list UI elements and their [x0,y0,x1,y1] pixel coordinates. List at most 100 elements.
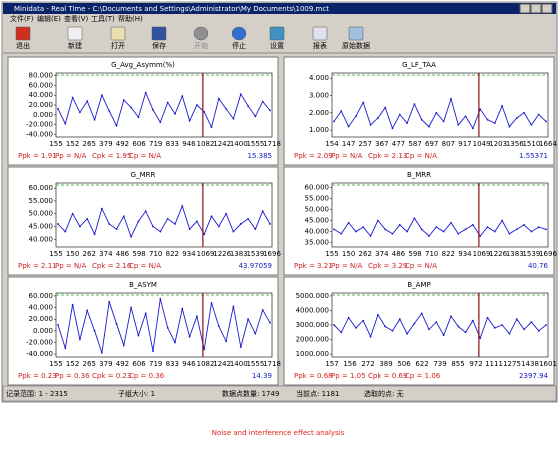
x-tick-label: 606 [132,360,146,368]
data-point [71,96,74,99]
x-tick-label: 152 [66,360,79,368]
toolbar-icon[interactable] [348,26,364,41]
toolbar-label[interactable]: 退出 [16,41,30,50]
data-point [203,110,206,113]
data-point [537,329,540,332]
data-point [93,233,96,236]
toolbar-icon[interactable] [110,26,126,41]
data-point [347,221,350,224]
data-point [398,318,401,321]
x-tick-label: 150 [66,250,79,258]
x-tick-label: 157 [325,360,338,368]
readout: 14.39 [252,372,272,380]
toolbar-icon[interactable] [67,26,83,41]
data-point [501,219,504,222]
toolbar-icon[interactable] [15,26,31,41]
data-point [340,232,343,235]
toolbar-icon[interactable] [151,26,167,41]
y-tick-label: -40.000 [26,350,53,358]
menu-item[interactable]: 工具(T) [91,15,115,23]
toolbar-label[interactable]: 打开 [111,41,125,50]
data-point [435,111,438,114]
data-point [261,210,264,213]
x-tick-label: 262 [359,250,372,258]
x-tick-label: 1555 [246,360,264,368]
x-tick-label: 486 [392,250,406,258]
data-point [362,319,365,322]
data-point [57,223,59,225]
menu-item[interactable]: 文件(F) [10,14,34,23]
toolbar-label[interactable]: 保存 [152,41,166,50]
y-tick-label: -40.000 [26,131,53,139]
data-point [100,352,103,354]
stat: Cpk = 0.69 [368,372,407,380]
stat: Cpk = 3.29 [368,262,407,270]
data-point [362,226,365,229]
menu-item[interactable]: 帮助(H) [118,14,143,23]
data-point [355,115,357,118]
status-field: 当前点: 1181 [296,389,339,398]
x-tick-label: 697 [425,140,438,148]
x-tick-label: 1226 [489,250,507,258]
data-point [174,223,176,225]
data-point [269,109,271,112]
x-tick-label: 822 [442,250,455,258]
chart-panel: B_ASYM 60.000 40.000 20.000 0.000 -20.000 -40.… [7,276,281,386]
stat: Pp = N/A [331,152,363,160]
data-point [355,327,357,329]
data-point [530,230,533,233]
data-point [545,228,547,231]
toolbar-label[interactable]: 原始数据 [342,41,370,50]
data-point [347,316,350,319]
data-point [384,325,387,328]
data-point [508,125,511,128]
menu-item[interactable]: 编辑(E) [37,14,61,23]
data-point [247,105,249,107]
minimize-button[interactable] [519,3,531,14]
stat: Ppk = 1.91 [18,152,57,160]
data-point [64,347,67,350]
x-tick-label: 154 [325,140,339,148]
data-line [57,298,271,354]
x-tick-label: 1111 [485,360,503,368]
toolbar-icon[interactable] [193,26,209,41]
toolbar-icon[interactable] [269,26,285,41]
toolbar-label[interactable]: 开始 [194,41,208,50]
x-tick-label: 155 [49,250,62,258]
data-point [501,324,504,326]
data-point [406,230,409,233]
y-tick-label: 60.000 [305,183,330,191]
data-point [137,334,140,337]
x-tick-label: 946 [182,360,196,368]
x-tick-label: 156 [343,360,357,368]
data-point [122,215,125,218]
stat: Ppk = 0.68 [294,372,333,380]
toolbar-label[interactable]: 停止 [232,41,246,50]
y-tick-label: 60.000 [29,184,54,192]
menu-item[interactable]: 查看(V) [64,14,89,23]
maximize-button[interactable] [530,3,542,14]
x-tick-label: 367 [375,140,388,148]
stat: Cpk = 2.16 [92,262,132,270]
x-tick-label: 155 [49,360,62,368]
x-tick-label: 1400 [230,360,248,368]
close-button[interactable] [541,3,553,14]
toolbar-label[interactable]: 设置 [270,41,284,50]
toolbar-label[interactable]: 报表 [313,41,327,50]
data-point [435,226,438,229]
data-point [442,334,445,337]
data-point [486,226,489,229]
data-point [384,228,387,231]
data-point [79,338,81,341]
x-tick-label: 833 [166,360,179,368]
data-point [471,319,474,322]
window-buttons [519,3,553,14]
toolbar-icon[interactable] [312,26,328,41]
data-point [486,316,489,319]
toolbar-icon[interactable] [231,26,247,41]
toolbar-label[interactable]: 新建 [68,41,82,50]
x-tick-label: 1539 [522,250,540,258]
x-tick-label: 1718 [263,360,281,368]
data-point [420,118,423,121]
data-point [391,127,394,130]
